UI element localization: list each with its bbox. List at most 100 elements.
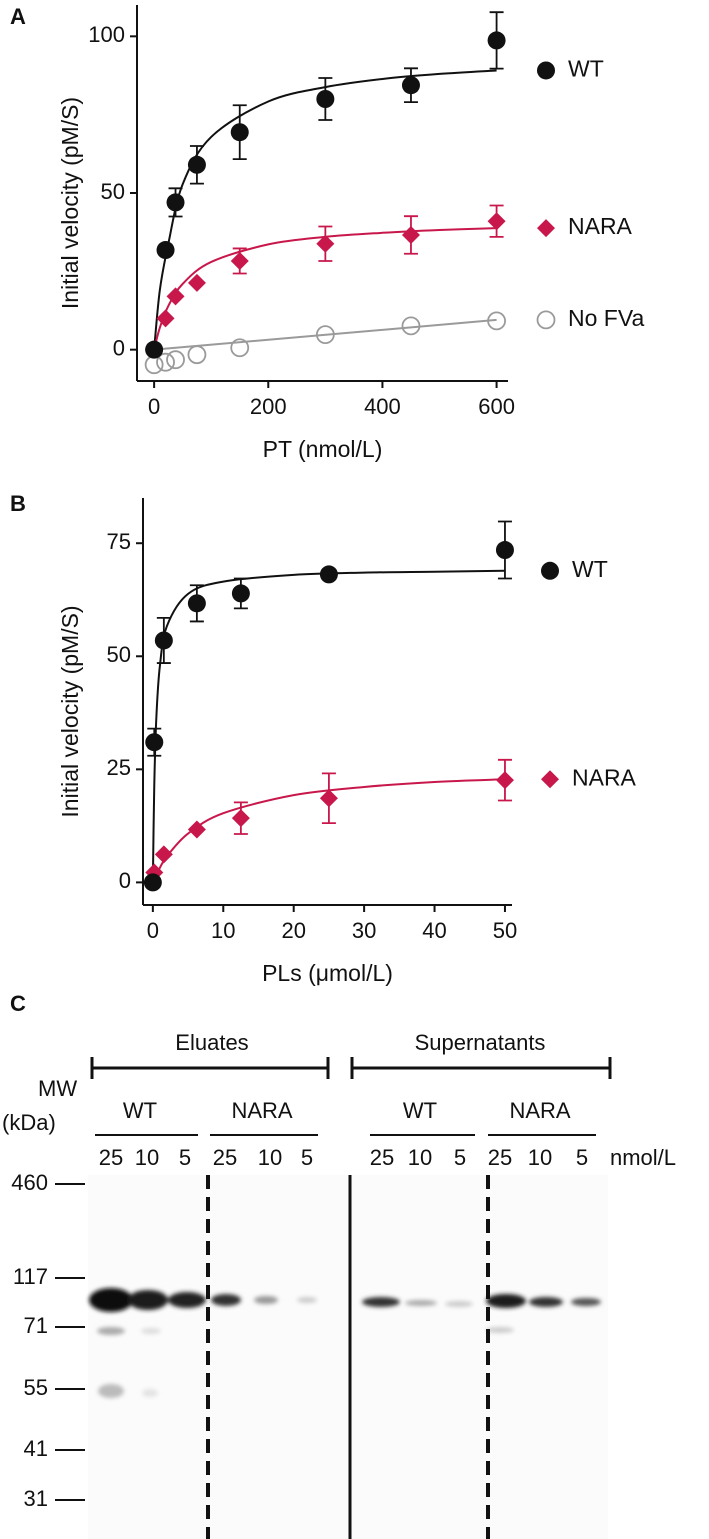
mw-label: 117 bbox=[13, 1264, 48, 1289]
unit-label: nmol/L bbox=[610, 1145, 676, 1170]
point bbox=[187, 594, 206, 613]
point bbox=[487, 31, 506, 50]
lane-label: 5 bbox=[179, 1145, 191, 1170]
point bbox=[401, 316, 421, 336]
mw-title: (kDa) bbox=[2, 1110, 56, 1135]
fit-curve bbox=[151, 569, 505, 883]
legend-label: WT bbox=[572, 556, 608, 582]
point bbox=[487, 212, 506, 231]
x-tick-label: 0 bbox=[147, 918, 159, 943]
group-brackets bbox=[90, 1057, 612, 1079]
y-tick-label: 0 bbox=[119, 868, 131, 893]
point bbox=[145, 733, 164, 752]
y-tick-label: 25 bbox=[107, 755, 131, 780]
lane-label: 25 bbox=[488, 1145, 512, 1170]
point bbox=[231, 584, 250, 603]
mw-title: MW bbox=[38, 1076, 77, 1101]
point bbox=[487, 311, 506, 331]
subgroup-label: NARA bbox=[231, 1098, 292, 1123]
point bbox=[156, 352, 175, 372]
y-axis-title: Initial velocity (pM/S) bbox=[57, 97, 83, 309]
point bbox=[230, 123, 249, 142]
subgroup-label: WT bbox=[403, 1098, 437, 1123]
lane-label: 5 bbox=[576, 1145, 588, 1170]
panel-label: A bbox=[10, 4, 26, 29]
fit-curve bbox=[154, 318, 497, 351]
point bbox=[230, 251, 249, 270]
lane-label: 25 bbox=[99, 1145, 123, 1170]
subgroup-label: WT bbox=[123, 1098, 157, 1123]
point bbox=[143, 873, 162, 892]
x-tick-label: 0 bbox=[148, 394, 160, 419]
legend-marker bbox=[541, 561, 559, 580]
lane-label: 10 bbox=[258, 1145, 282, 1170]
point bbox=[166, 350, 185, 370]
lane-label: 25 bbox=[370, 1145, 394, 1170]
y-tick-label: 50 bbox=[107, 642, 131, 667]
lane-label: 10 bbox=[528, 1145, 552, 1170]
fit-curve bbox=[153, 69, 497, 350]
lane-label: 10 bbox=[135, 1145, 159, 1170]
mw-label: 55 bbox=[24, 1375, 48, 1400]
point bbox=[166, 193, 185, 212]
y-tick-label: 0 bbox=[113, 335, 125, 360]
lane-label: 10 bbox=[408, 1145, 432, 1170]
x-tick-label: 20 bbox=[281, 918, 305, 943]
x-tick-label: 200 bbox=[250, 394, 287, 419]
point bbox=[315, 325, 335, 345]
legend-label: NARA bbox=[568, 213, 633, 239]
y-tick-label: 100 bbox=[88, 22, 125, 47]
point bbox=[187, 345, 207, 365]
legend-marker bbox=[537, 219, 555, 238]
x-axis-title: PT (nmol/L) bbox=[263, 436, 383, 462]
point bbox=[156, 241, 175, 260]
point bbox=[144, 355, 164, 375]
point bbox=[166, 287, 185, 306]
mw-label: 71 bbox=[24, 1313, 48, 1338]
point bbox=[319, 565, 338, 584]
blot-membrane bbox=[88, 1175, 608, 1539]
x-tick-label: 40 bbox=[422, 918, 446, 943]
y-tick-label: 75 bbox=[107, 529, 131, 554]
point bbox=[187, 273, 206, 292]
x-tick-label: 50 bbox=[493, 918, 517, 943]
lane-label: 25 bbox=[213, 1145, 237, 1170]
panel-label: B bbox=[10, 491, 26, 516]
mw-label: 31 bbox=[24, 1486, 48, 1511]
legend-marker bbox=[541, 770, 559, 789]
point bbox=[187, 155, 206, 174]
point bbox=[319, 789, 338, 808]
legend-label: No FVa bbox=[568, 305, 644, 331]
legend-marker bbox=[536, 310, 556, 330]
x-axis-title: PLs (μmol/L) bbox=[262, 960, 393, 986]
point bbox=[401, 225, 420, 244]
y-axis-title: Initial velocity (pM/S) bbox=[57, 605, 83, 817]
legend-label: WT bbox=[568, 56, 604, 82]
x-tick-label: 600 bbox=[478, 394, 515, 419]
mw-label: 41 bbox=[24, 1436, 48, 1461]
panel-label: C bbox=[10, 991, 26, 1016]
lane-label: 5 bbox=[454, 1145, 466, 1170]
point bbox=[230, 338, 250, 358]
point bbox=[316, 90, 335, 108]
y-tick-label: 50 bbox=[101, 179, 125, 204]
point bbox=[145, 340, 164, 359]
point bbox=[401, 76, 420, 95]
point bbox=[495, 541, 514, 560]
point bbox=[187, 820, 206, 839]
mw-label: 460 bbox=[11, 1170, 48, 1195]
group-label: Supernatants bbox=[415, 1030, 546, 1055]
point bbox=[316, 234, 335, 253]
point bbox=[231, 809, 250, 828]
x-tick-label: 30 bbox=[352, 918, 376, 943]
blot-bands bbox=[89, 1288, 601, 1398]
lane-label: 5 bbox=[301, 1145, 313, 1170]
group-label: Eluates bbox=[175, 1030, 248, 1055]
point bbox=[495, 771, 514, 790]
subgroup-label: NARA bbox=[509, 1098, 570, 1123]
point bbox=[154, 631, 173, 650]
legend-label: NARA bbox=[572, 764, 637, 790]
x-tick-label: 10 bbox=[211, 918, 235, 943]
x-tick-label: 400 bbox=[364, 394, 401, 419]
